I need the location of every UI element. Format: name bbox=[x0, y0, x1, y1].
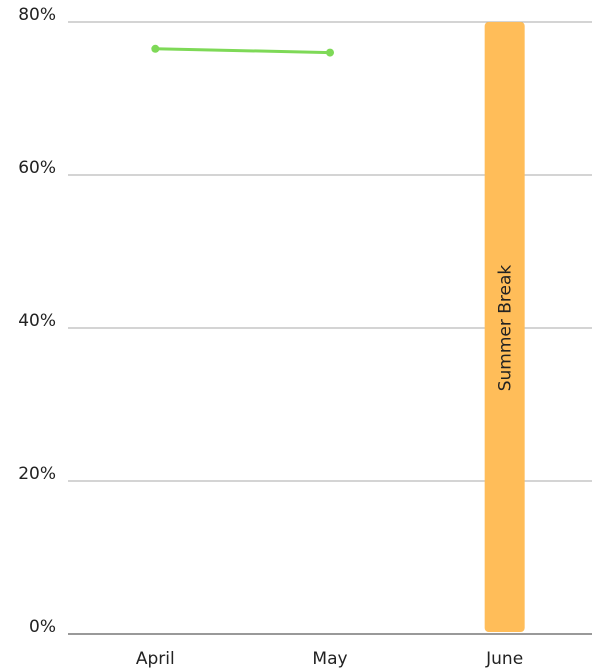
y-tick-label: 0% bbox=[29, 617, 56, 637]
line bbox=[155, 47, 331, 55]
y-tick-label: 20% bbox=[18, 464, 56, 484]
x-tick-label: June bbox=[485, 649, 523, 669]
x-tick-label: May bbox=[312, 649, 347, 669]
y-tick-label: 40% bbox=[18, 311, 56, 331]
annotation-band bbox=[484, 22, 525, 632]
annotation-text: Summer Break bbox=[496, 265, 516, 392]
x-tick-label: April bbox=[136, 649, 175, 669]
y-tick-label: 60% bbox=[18, 158, 56, 178]
y-tick-label: 80% bbox=[18, 5, 56, 25]
point bbox=[151, 44, 160, 53]
point bbox=[326, 48, 334, 57]
